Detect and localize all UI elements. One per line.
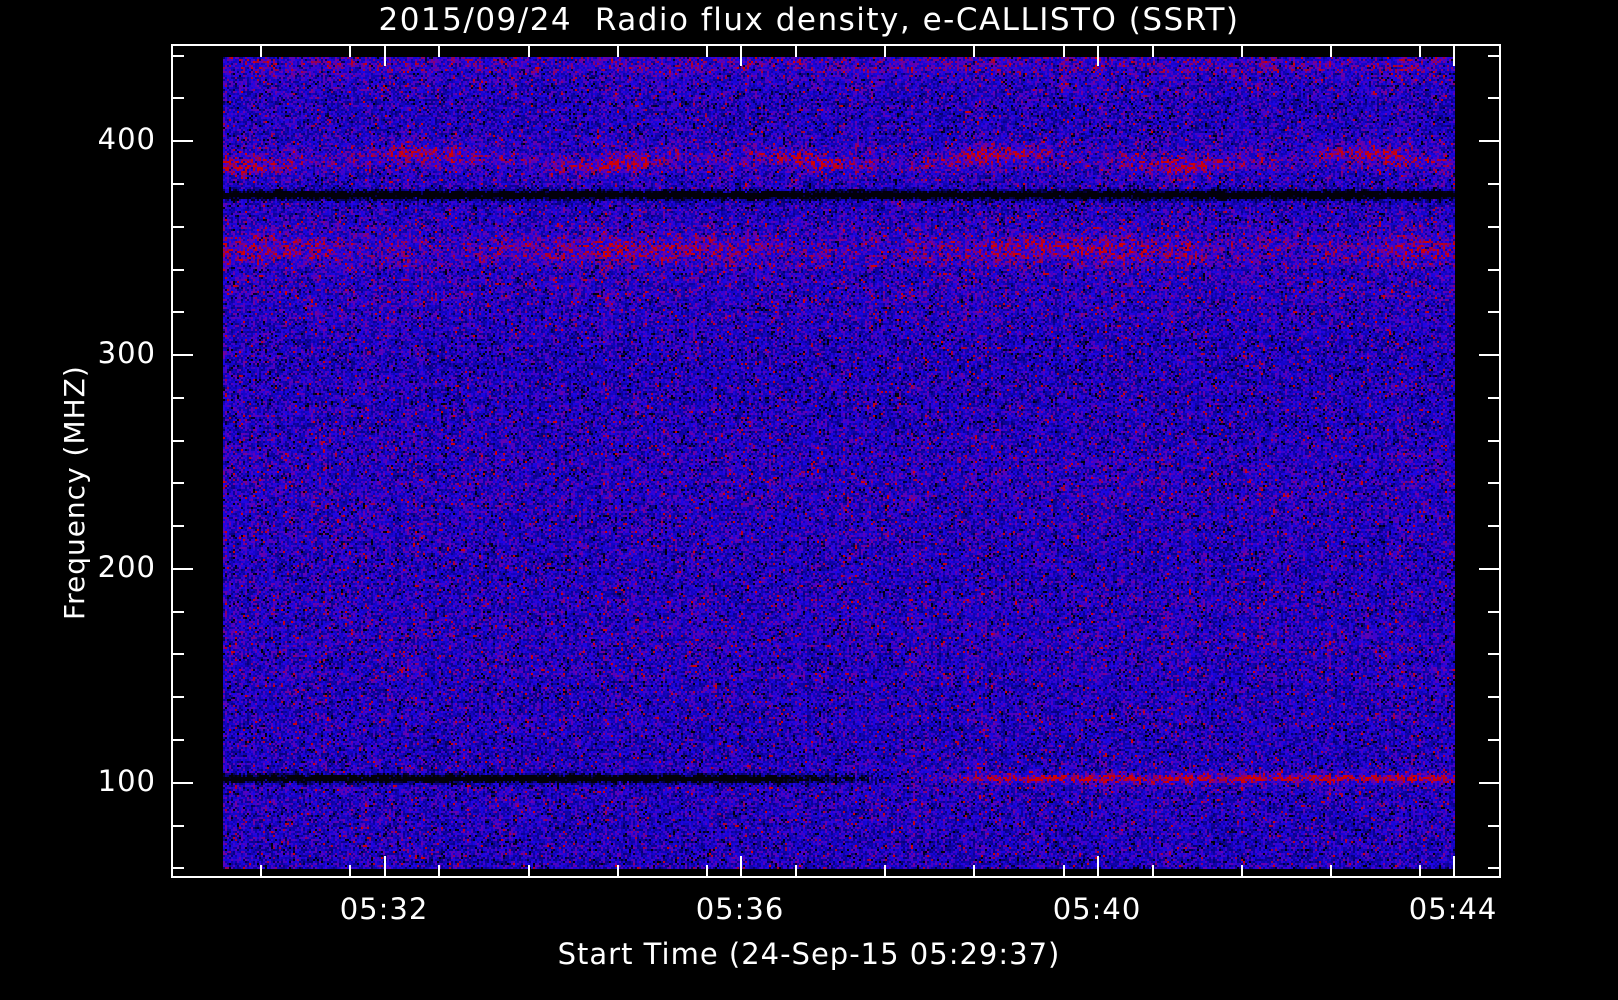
y-minor-tick xyxy=(171,311,184,313)
chart-title: 2015/09/24 Radio flux density, e-CALLIST… xyxy=(378,2,1240,38)
x-major-tick xyxy=(740,856,742,878)
x-tick-label: 05:36 xyxy=(695,892,785,926)
y-minor-tick-right xyxy=(1488,269,1501,271)
x-tick-label: 05:40 xyxy=(1052,892,1142,926)
x-major-tick-top xyxy=(384,44,386,66)
y-minor-tick-right xyxy=(1488,696,1501,698)
y-major-tick xyxy=(171,782,193,784)
y-minor-tick xyxy=(171,653,184,655)
x-major-tick xyxy=(1453,856,1455,878)
y-minor-tick xyxy=(171,55,184,57)
x-minor-tick xyxy=(1330,865,1332,878)
y-major-tick-right xyxy=(1479,568,1501,570)
y-minor-tick-right xyxy=(1488,311,1501,313)
x-minor-tick xyxy=(617,865,619,878)
y-minor-tick xyxy=(171,482,184,484)
y-minor-tick-right xyxy=(1488,611,1501,613)
y-minor-tick xyxy=(171,440,184,442)
y-major-tick-right xyxy=(1479,782,1501,784)
y-minor-tick-right xyxy=(1488,55,1501,57)
x-minor-tick xyxy=(1419,865,1421,878)
spectrogram-canvas xyxy=(223,57,1455,869)
y-minor-tick xyxy=(171,739,184,741)
y-minor-tick xyxy=(171,397,184,399)
y-minor-tick-right xyxy=(1488,867,1501,869)
x-minor-tick xyxy=(795,865,797,878)
x-minor-tick xyxy=(528,865,530,878)
y-minor-tick-right xyxy=(1488,525,1501,527)
x-minor-tick-top xyxy=(1063,44,1065,57)
x-major-tick xyxy=(384,856,386,878)
y-major-tick-right xyxy=(1479,354,1501,356)
y-minor-tick-right xyxy=(1488,440,1501,442)
x-minor-tick xyxy=(884,865,886,878)
y-minor-tick xyxy=(171,183,184,185)
y-minor-tick xyxy=(171,97,184,99)
y-minor-tick xyxy=(171,611,184,613)
y-tick-label: 400 xyxy=(97,122,156,156)
y-tick-label: 100 xyxy=(97,764,156,798)
x-tick-label: 05:44 xyxy=(1408,892,1498,926)
y-minor-tick xyxy=(171,867,184,869)
x-minor-tick xyxy=(1241,865,1243,878)
y-minor-tick xyxy=(171,696,184,698)
y-minor-tick-right xyxy=(1488,825,1501,827)
x-minor-tick xyxy=(1152,865,1154,878)
x-minor-tick-top xyxy=(1419,44,1421,57)
y-minor-tick xyxy=(171,525,184,527)
y-minor-tick-right xyxy=(1488,397,1501,399)
y-minor-tick xyxy=(171,825,184,827)
y-minor-tick-right xyxy=(1488,226,1501,228)
y-axis-label: Frequency (MHZ) xyxy=(58,365,91,620)
x-minor-tick xyxy=(973,865,975,878)
x-major-tick-top xyxy=(1453,44,1455,66)
y-minor-tick xyxy=(171,269,184,271)
x-major-tick-top xyxy=(740,44,742,66)
y-minor-tick-right xyxy=(1488,183,1501,185)
y-major-tick xyxy=(171,140,193,142)
x-minor-tick xyxy=(1063,865,1065,878)
y-minor-tick xyxy=(171,226,184,228)
x-major-tick-top xyxy=(1097,44,1099,66)
x-minor-tick-top xyxy=(349,44,351,57)
spectrogram-raster xyxy=(223,57,1455,869)
x-minor-tick xyxy=(706,865,708,878)
x-minor-tick xyxy=(349,865,351,878)
y-minor-tick-right xyxy=(1488,653,1501,655)
y-minor-tick-right xyxy=(1488,739,1501,741)
x-minor-tick-top xyxy=(438,44,440,57)
x-minor-tick-top xyxy=(1152,44,1154,57)
x-minor-tick-top xyxy=(973,44,975,57)
x-tick-label: 05:32 xyxy=(339,892,429,926)
y-minor-tick-right xyxy=(1488,482,1501,484)
x-minor-tick-top xyxy=(706,44,708,57)
x-minor-tick-top xyxy=(884,44,886,57)
y-major-tick xyxy=(171,354,193,356)
y-major-tick-right xyxy=(1479,140,1501,142)
y-minor-tick-right xyxy=(1488,97,1501,99)
x-axis-label: Start Time (24-Sep-15 05:29:37) xyxy=(557,937,1061,971)
x-minor-tick-top xyxy=(528,44,530,57)
x-minor-tick-top xyxy=(795,44,797,57)
y-tick-label: 200 xyxy=(97,550,156,584)
x-minor-tick xyxy=(260,865,262,878)
x-minor-tick-top xyxy=(1241,44,1243,57)
x-minor-tick xyxy=(438,865,440,878)
plot-frame xyxy=(171,44,1501,878)
x-minor-tick-top xyxy=(1330,44,1332,57)
x-minor-tick-top xyxy=(260,44,262,57)
y-major-tick xyxy=(171,568,193,570)
y-tick-label: 300 xyxy=(97,336,156,370)
x-major-tick xyxy=(1097,856,1099,878)
x-minor-tick-top xyxy=(617,44,619,57)
